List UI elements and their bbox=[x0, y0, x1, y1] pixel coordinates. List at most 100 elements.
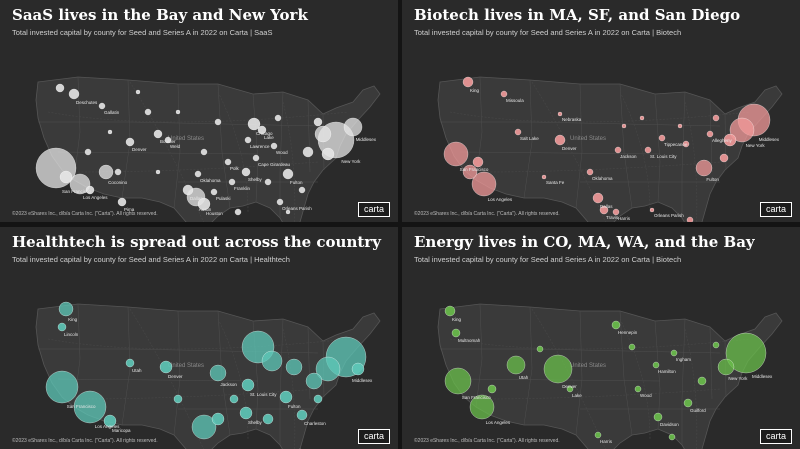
county-label: Nebraska bbox=[562, 117, 582, 122]
state-border bbox=[217, 83, 231, 209]
county-bubble bbox=[182, 184, 194, 196]
panel-title: Biotech lives in MA, SF, and San Diego bbox=[414, 6, 741, 24]
state-border bbox=[129, 348, 319, 354]
county-bubble bbox=[706, 130, 714, 138]
map-energy: United States King Multnomah Hennepin Utah De… bbox=[437, 303, 783, 449]
county-bubble bbox=[471, 171, 497, 197]
county-label: Travis bbox=[606, 215, 619, 220]
county-label: King bbox=[452, 317, 462, 322]
county-bubble bbox=[712, 341, 720, 349]
us-land-shape bbox=[35, 303, 381, 449]
county-label: Weld bbox=[170, 144, 181, 149]
county-label: Middlesex bbox=[356, 137, 377, 142]
county-bubble bbox=[114, 168, 122, 176]
county-label: Middlesex bbox=[352, 378, 373, 383]
county-bubble bbox=[729, 117, 755, 143]
county-bubble bbox=[73, 390, 107, 424]
county-bubble bbox=[652, 361, 660, 369]
county-bubble bbox=[241, 167, 251, 177]
county-bubble bbox=[234, 208, 242, 216]
county-bubble bbox=[241, 378, 255, 392]
state-border bbox=[575, 310, 583, 436]
state-border bbox=[129, 121, 319, 127]
county-bubble bbox=[252, 154, 260, 162]
carta-logo: carta bbox=[759, 202, 792, 217]
country-label: United States bbox=[168, 136, 204, 142]
county-bubble bbox=[244, 136, 252, 144]
county-bubble bbox=[315, 356, 341, 382]
county-label: Pulaski bbox=[216, 196, 231, 201]
county-label: New York bbox=[746, 143, 766, 148]
highway-line bbox=[47, 338, 349, 350]
highway-line bbox=[684, 328, 698, 449]
county-bubble bbox=[125, 358, 135, 368]
highway-line bbox=[449, 111, 751, 123]
state-border bbox=[279, 318, 284, 445]
panel-title: Energy lives in CO, MA, WA, and the Bay bbox=[414, 233, 755, 251]
county-bubble bbox=[351, 362, 365, 376]
county-bubble bbox=[594, 431, 602, 439]
county-bubble bbox=[285, 209, 291, 215]
county-bubble bbox=[682, 140, 690, 148]
county-label: Middlesex bbox=[759, 137, 780, 142]
county-label: Charleston bbox=[304, 421, 326, 426]
state-border bbox=[57, 151, 259, 155]
county-label: Austin bbox=[199, 207, 212, 212]
county-bubble bbox=[224, 158, 232, 166]
county-bubble bbox=[599, 205, 609, 215]
highway-line bbox=[619, 91, 651, 213]
county-bubble bbox=[586, 168, 594, 176]
panel-title: SaaS lives in the Bay and New York bbox=[12, 6, 308, 24]
county-label: Oklahoma bbox=[200, 178, 221, 183]
panel-energy: United States King Multnomah Hennepin Utah De… bbox=[402, 227, 800, 449]
county-label: Missoula bbox=[506, 98, 524, 103]
county-bubble bbox=[59, 170, 73, 184]
county-bubble bbox=[536, 345, 544, 353]
county-bubble bbox=[274, 114, 282, 122]
state-border bbox=[523, 306, 533, 426]
county-label: Los Angeles bbox=[488, 197, 513, 202]
panel-subtitle: Total invested capital by county for See… bbox=[12, 255, 290, 264]
county-label: Denver bbox=[168, 374, 183, 379]
county-bubble bbox=[197, 197, 211, 211]
county-bubble bbox=[554, 134, 566, 146]
county-bubble bbox=[159, 360, 173, 374]
county-bubble bbox=[228, 178, 236, 186]
copyright-text: ©2023 eShares Inc., d/b/a Carta Inc. ("C… bbox=[12, 211, 158, 217]
panel-biotech: United States San Francisco Los Angeles Kin… bbox=[402, 0, 800, 222]
county-bubble bbox=[209, 364, 227, 382]
state-border bbox=[475, 304, 483, 408]
county-bubble bbox=[155, 169, 161, 175]
state-border bbox=[523, 79, 533, 199]
highway-line bbox=[282, 328, 296, 449]
county-bubble bbox=[305, 372, 323, 390]
county-bubble bbox=[298, 186, 306, 194]
county-bubble bbox=[173, 394, 183, 404]
county-bubble bbox=[670, 349, 678, 357]
county-label: Hennepin bbox=[618, 330, 638, 335]
county-label: Cape Girardeau bbox=[258, 162, 291, 167]
county-label: Maricopa bbox=[112, 428, 131, 433]
highway-line bbox=[531, 308, 606, 449]
county-label: New York bbox=[728, 376, 748, 381]
state-border bbox=[121, 306, 131, 426]
county-bubble bbox=[296, 409, 308, 421]
county-bubble bbox=[557, 111, 563, 117]
county-bubble bbox=[69, 173, 91, 195]
county-bubble bbox=[229, 394, 239, 404]
county-bubble bbox=[639, 115, 645, 121]
county-label: Ingham bbox=[676, 357, 691, 362]
county-bubble bbox=[191, 414, 217, 440]
county-bubble bbox=[125, 137, 135, 147]
panel-subtitle: Total invested capital by county for See… bbox=[12, 28, 273, 37]
county-bubble bbox=[164, 136, 172, 144]
copyright-text: ©2023 eShares Inc., d/b/a Carta Inc. ("C… bbox=[414, 438, 560, 444]
county-label: Utah bbox=[519, 375, 529, 380]
county-label: San Francisco bbox=[62, 189, 91, 194]
county-bubble bbox=[282, 168, 294, 180]
us-land-shape bbox=[437, 303, 783, 449]
county-bubble bbox=[264, 178, 272, 186]
county-label: Oklahoma bbox=[592, 176, 613, 181]
county-bubble bbox=[443, 141, 469, 167]
county-bubble bbox=[462, 76, 474, 88]
